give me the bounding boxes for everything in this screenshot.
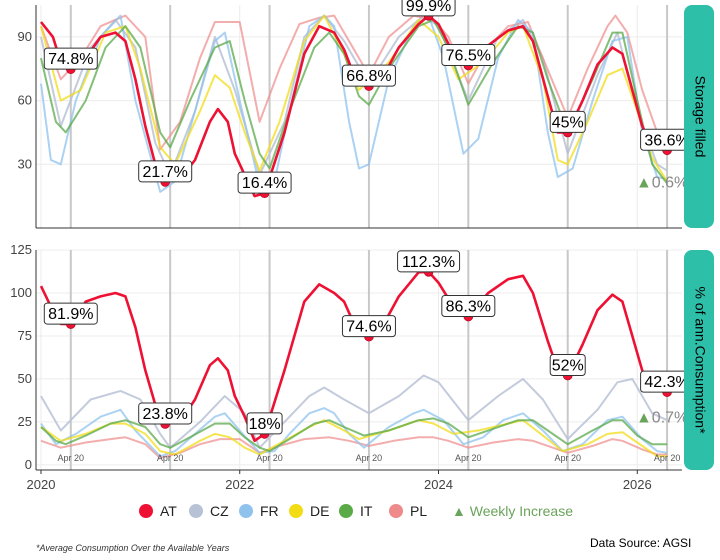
facet-strip-label: Storage filled [692,76,708,158]
value-label: 76.5% [446,48,491,65]
legend-label-fr: FR [260,503,279,519]
value-label: 112.3% [402,254,455,271]
legend-weekly-increase: ▲ Weekly Increase [452,503,573,519]
y-tick-label: 50 [18,371,32,386]
series-line-fr [40,14,668,193]
value-label: 42.3% [644,374,689,391]
date-mark-label: Apr 20 [554,453,581,463]
value-label-box [549,110,586,133]
storage-filled-panel: 30 60 90 74.8% 21.7% 16.4% 66.8% 99.9% 76.5% 45% 3… [18,0,714,229]
x-tick-label: 2022 [225,477,254,492]
footnote: *Average Consumption Over the Available … [36,543,230,553]
value-label-box [397,250,461,273]
value-label-box [341,64,396,87]
value-label: 18% [249,416,281,433]
date-mark-label: Apr 20 [654,453,681,463]
y-tick-label: 125 [10,242,32,257]
y-tick-label: 100 [10,285,32,300]
value-label-box [237,171,292,194]
value-label: 74.8% [48,51,93,68]
facet-strip [684,250,714,470]
x-axis: 2020 2022 2024 2026 [27,470,652,492]
value-label: 45% [552,114,584,131]
y-tick-label: 0 [25,457,32,472]
series-line-it [40,417,668,453]
y-tick-label: 25 [18,414,32,429]
weekly-increase-label: ▲0.6% [636,174,688,191]
value-label-box [138,160,193,183]
date-mark-label: Apr 20 [356,453,383,463]
annual-consumption-panel: 0 25 50 75 100 125 Apr 20 Apr 20 Apr 20 Apr 20 Apr… [10,242,714,472]
value-label: 86.3% [446,299,491,316]
legend-swatch-cz [189,504,203,518]
value-label-box [43,302,98,325]
value-label-box [43,47,98,70]
date-mark-label: Apr 20 [157,453,184,463]
value-label-box [401,0,456,17]
legend-swatch-fr [239,504,253,518]
legend: AT CZ FR DE IT PL ▲ Weekly Increase [139,503,573,519]
x-tick-label: 2020 [27,477,56,492]
value-label: 36.6% [644,132,689,149]
legend-label-at: AT [160,503,177,519]
date-mark-label: Apr 20 [455,453,482,463]
date-mark-label: Apr 20 [58,453,85,463]
legend-label-it: IT [360,503,373,519]
legend-swatch-at [139,504,153,518]
legend-label-pl: PL [410,503,427,519]
legend-label-de: DE [310,503,329,519]
facet-strip [684,5,714,228]
value-label-box [246,412,283,435]
value-label: 81.9% [48,306,93,323]
value-label: 66.8% [346,68,391,85]
value-label: 23.8% [143,406,188,423]
data-source: Data Source: AGSI [590,536,692,550]
legend-swatch-it [339,504,353,518]
series-line-de [40,419,668,458]
date-mark-label: Apr 20 [256,453,283,463]
y-tick-label: 30 [18,156,32,171]
value-label-box [341,315,396,338]
value-label-box [138,402,193,425]
facet-strip-label: % of ann.Consumption* [692,286,708,434]
x-tick-label: 2026 [623,477,652,492]
series-line-pl [40,436,668,459]
y-tick-label: 60 [18,93,32,108]
legend-swatch-pl [389,504,403,518]
value-label: 52% [552,357,584,374]
x-tick-label: 2024 [424,477,453,492]
value-label: 21.7% [143,164,188,181]
value-label: 74.6% [346,319,391,336]
legend-swatch-de [289,504,303,518]
value-label-box [441,295,496,318]
y-tick-label: 90 [18,29,32,44]
value-label: 99.9% [406,0,451,15]
weekly-increase-label: ▲0.7% [636,410,688,427]
value-label-box [549,353,586,376]
y-tick-label: 75 [18,328,32,343]
value-label-box [441,44,496,67]
legend-label-cz: CZ [210,503,229,519]
value-label: 16.4% [242,175,287,192]
